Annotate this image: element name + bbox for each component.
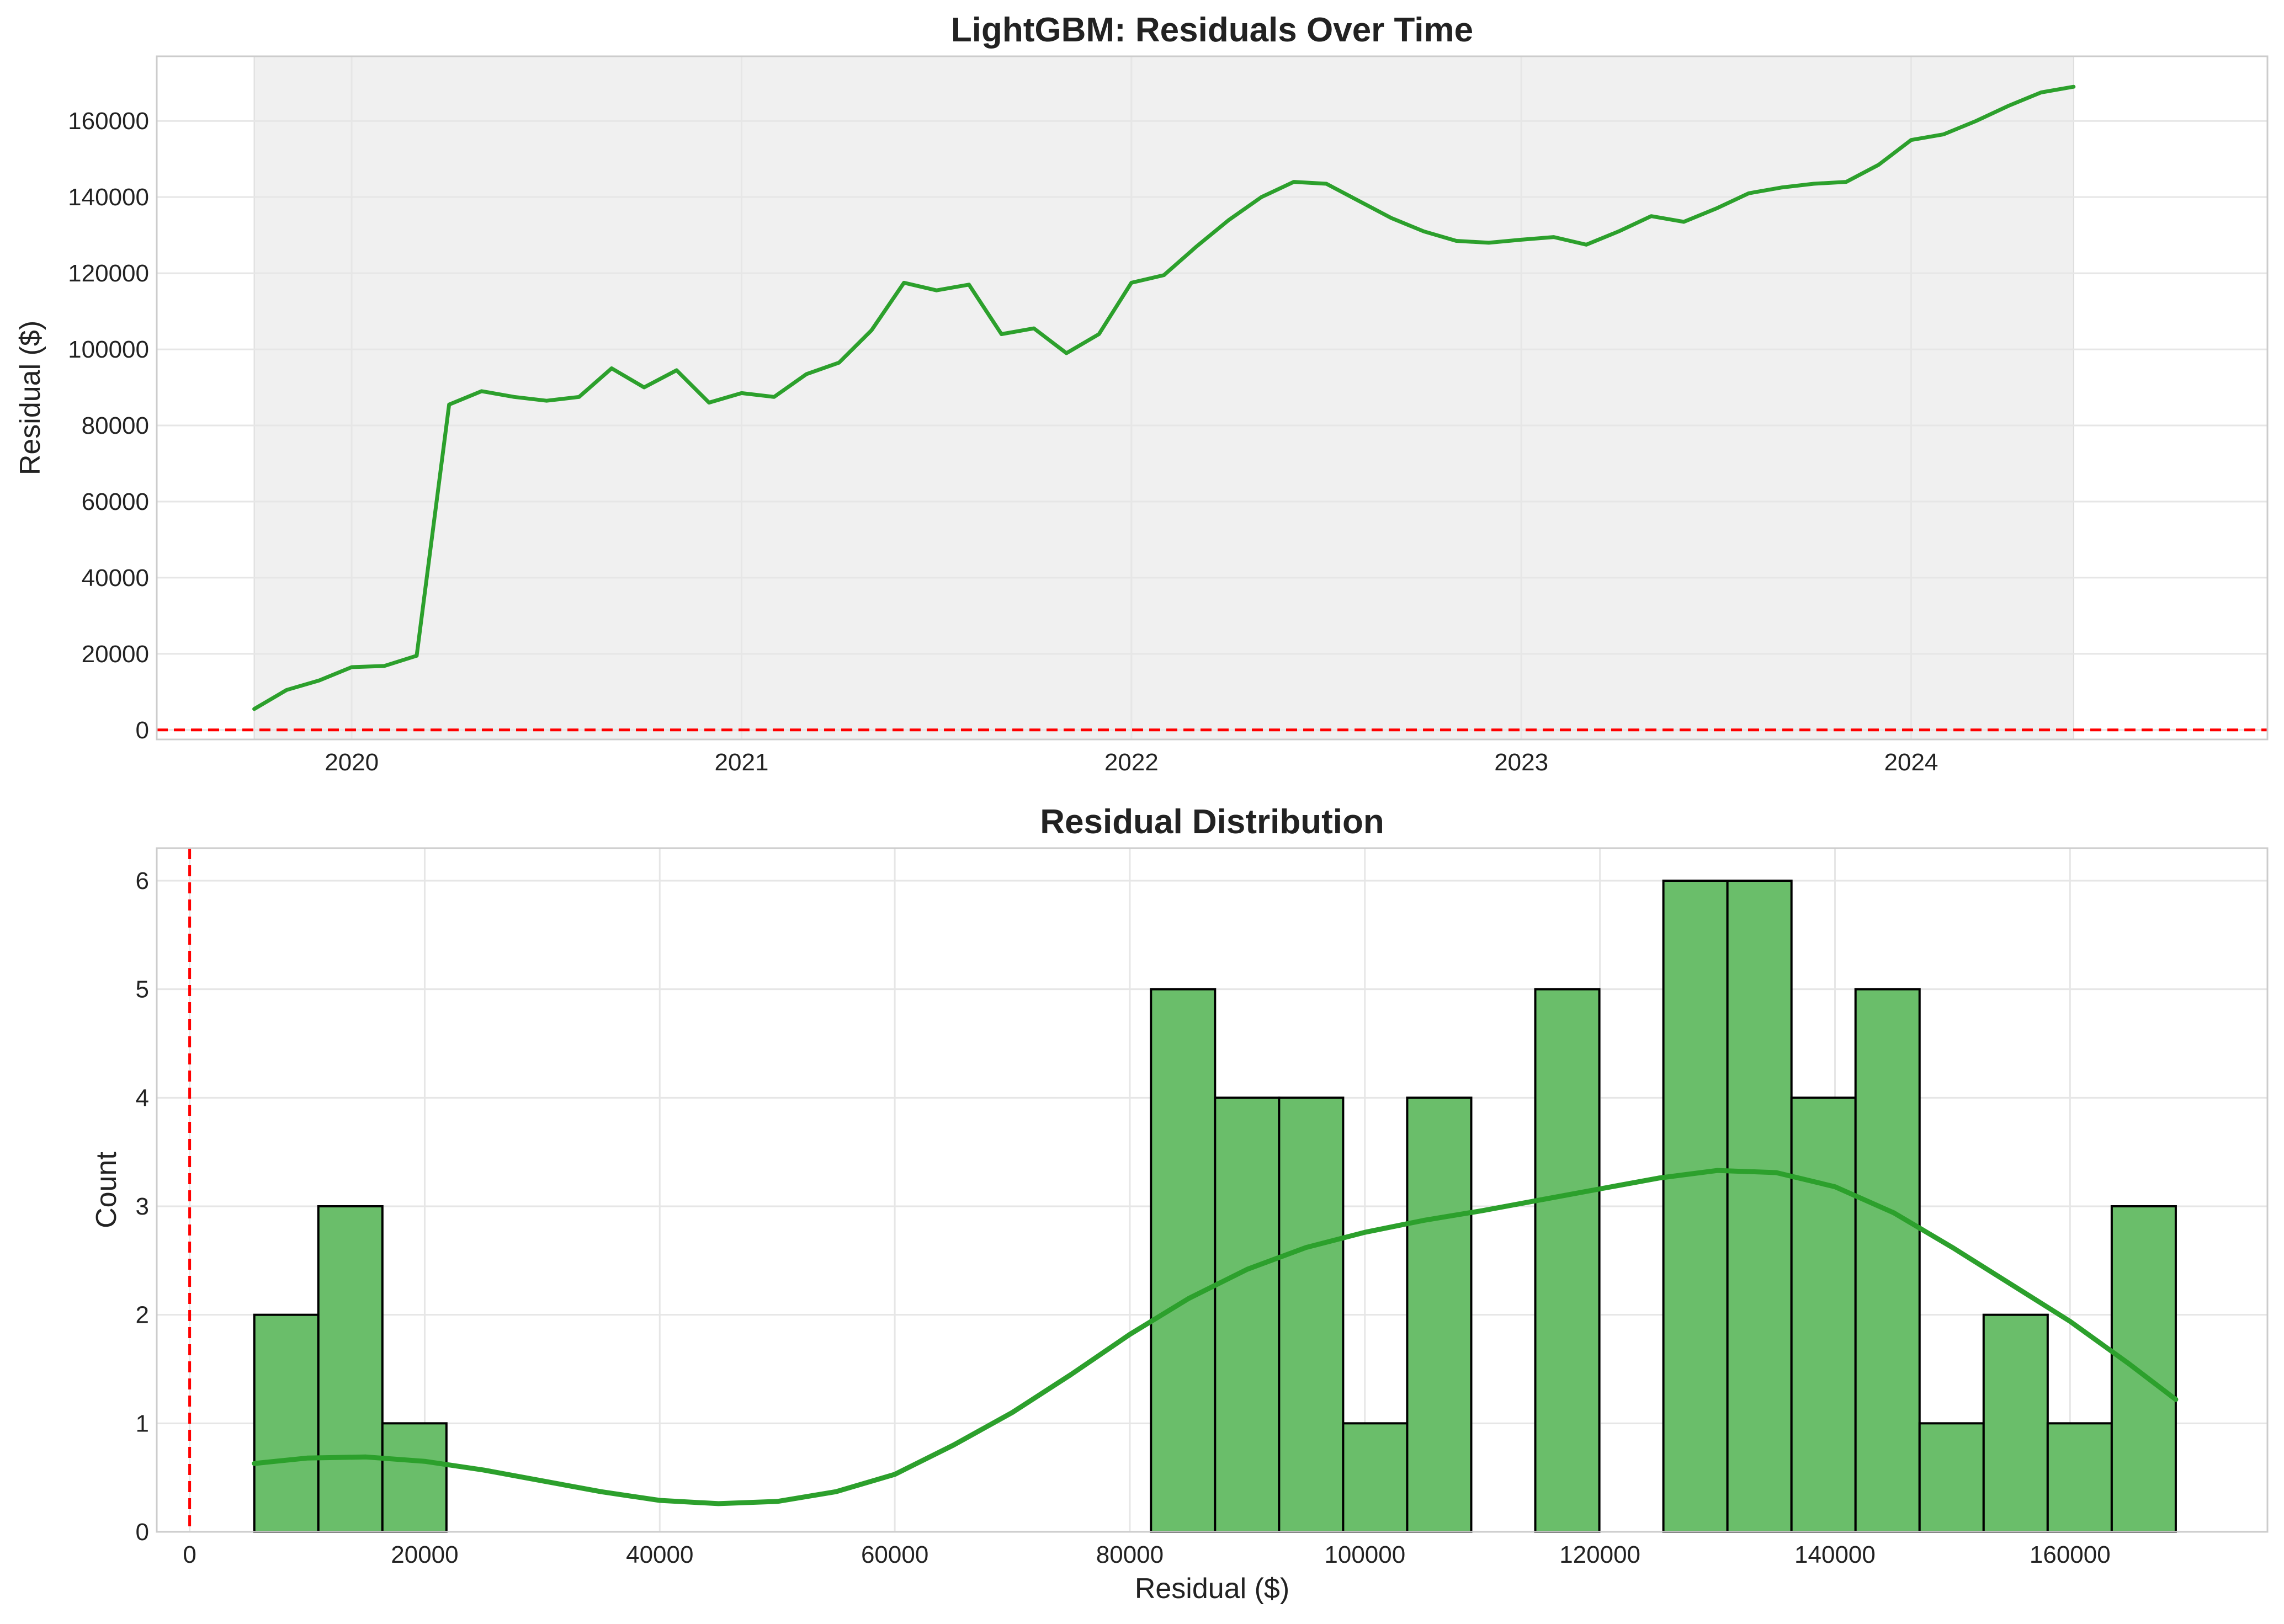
bottom-y-tick-label: 4 bbox=[136, 1084, 149, 1111]
bottom-y-tick-label: 2 bbox=[136, 1302, 149, 1329]
top-x-tick-label: 2023 bbox=[1494, 749, 1548, 776]
bottom-x-axis-label: Residual ($) bbox=[1135, 1573, 1289, 1605]
bottom-y-tick-label: 0 bbox=[136, 1519, 149, 1546]
top-y-axis-label: Residual ($) bbox=[14, 321, 46, 475]
residual-distribution-chart: 0 1 2 3 4 5 6 0 20000 40000 60000 80000 100000 120000… bbox=[91, 803, 2269, 1605]
top-x-tick-label: 2020 bbox=[325, 749, 379, 776]
bottom-tick-labels: 0 1 2 3 4 5 6 0 20000 40000 60000 80000 100000 120000… bbox=[136, 867, 2111, 1568]
bottom-y-tick-label: 3 bbox=[136, 1193, 149, 1220]
histogram-bar bbox=[1662, 880, 1729, 1533]
bottom-plot-frame bbox=[156, 847, 2269, 1533]
bottom-y-axis-label: Count bbox=[91, 1152, 123, 1228]
bottom-x-tick-label: 120000 bbox=[1559, 1541, 1640, 1568]
histogram-bar bbox=[253, 1313, 320, 1534]
kde-curve bbox=[252, 1168, 2179, 1506]
histogram-bar bbox=[1278, 1096, 1345, 1534]
top-chart-title: LightGBM: Residuals Over Time bbox=[951, 11, 1473, 49]
histogram-bar bbox=[1982, 1313, 2049, 1534]
top-x-tick-label: 2024 bbox=[1884, 749, 1938, 776]
histogram-bar bbox=[1726, 880, 1793, 1533]
histogram-bar bbox=[317, 1205, 384, 1533]
top-gridlines bbox=[157, 56, 2267, 739]
bottom-y-tick-label: 1 bbox=[136, 1410, 149, 1437]
histogram-bars bbox=[253, 880, 2177, 1534]
bottom-chart-title: Residual Distribution bbox=[1040, 803, 1384, 841]
top-y-tick-label: 120000 bbox=[68, 260, 149, 287]
bottom-x-tick-label: 60000 bbox=[861, 1541, 928, 1568]
histogram-bar bbox=[1790, 1096, 1857, 1534]
bottom-y-tick-label: 6 bbox=[136, 867, 149, 894]
histogram-bar bbox=[381, 1422, 448, 1533]
histogram-bar bbox=[1406, 1096, 1473, 1534]
histogram-bar bbox=[1214, 1096, 1281, 1534]
top-y-tick-label: 60000 bbox=[82, 488, 149, 515]
histogram-bar bbox=[1918, 1422, 1985, 1533]
top-x-tick-label: 2021 bbox=[715, 749, 769, 776]
top-y-tick-label: 20000 bbox=[82, 641, 149, 668]
top-x-tick-label: 2022 bbox=[1104, 749, 1159, 776]
top-y-tick-label: 80000 bbox=[82, 412, 149, 439]
histogram-bar bbox=[1150, 988, 1217, 1533]
bottom-x-tick-label: 140000 bbox=[1794, 1541, 1876, 1568]
top-y-tick-label: 0 bbox=[136, 717, 149, 744]
top-tick-labels: 0 20000 40000 60000 80000 100000 120000 140000 1… bbox=[68, 108, 1938, 776]
top-y-tick-label: 160000 bbox=[68, 108, 149, 135]
residuals-over-time-chart: 0 20000 40000 60000 80000 100000 120000 140000 1… bbox=[14, 11, 2269, 776]
histogram-bar bbox=[2046, 1422, 2113, 1533]
bottom-x-tick-label: 160000 bbox=[2030, 1541, 2111, 1568]
bottom-x-tick-label: 40000 bbox=[626, 1541, 693, 1568]
top-y-tick-label: 140000 bbox=[68, 184, 149, 211]
histogram-bar bbox=[1854, 988, 1921, 1533]
bottom-x-tick-label: 100000 bbox=[1324, 1541, 1405, 1568]
bottom-x-tick-label: 20000 bbox=[391, 1541, 458, 1568]
top-y-tick-label: 40000 bbox=[82, 565, 149, 592]
top-y-tick-label: 100000 bbox=[68, 336, 149, 363]
bottom-x-tick-label: 80000 bbox=[1096, 1541, 1164, 1568]
top-plot-frame bbox=[156, 55, 2269, 741]
bottom-x-tick-label: 0 bbox=[183, 1541, 196, 1568]
histogram-bar bbox=[1534, 988, 1601, 1533]
histogram-bar bbox=[1342, 1422, 1409, 1533]
residual-series-line bbox=[252, 84, 2076, 711]
bottom-y-tick-label: 5 bbox=[136, 976, 149, 1003]
histogram-bar bbox=[2110, 1205, 2177, 1533]
